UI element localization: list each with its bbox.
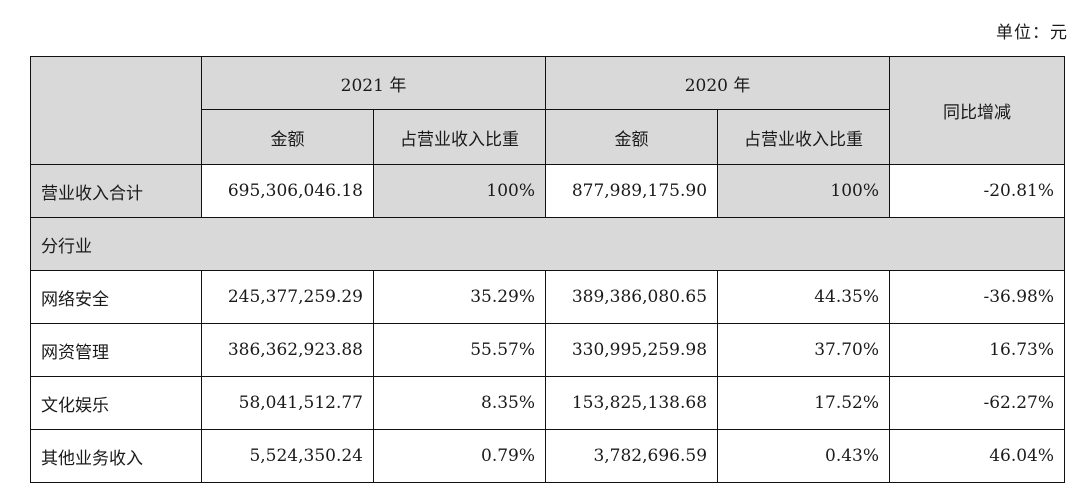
- cell-amount-2021: 695,306,046.18: [201, 164, 374, 218]
- cell-yoy: 46.04%: [889, 429, 1066, 483]
- cell-yoy: -20.81%: [889, 164, 1066, 218]
- header-ratio-2021: 占营业收入比重: [372, 109, 547, 165]
- header-amount-2020: 金额: [545, 109, 719, 165]
- section-label: 分行业: [29, 217, 1066, 271]
- cell-yoy: -62.27%: [889, 376, 1066, 430]
- table-row: 其他业务收入 5,524,350.24 0.79% 3,782,696.59 0…: [30, 429, 1066, 483]
- table-row-total: 营业收入合计 695,306,046.18 100% 877,989,175.9…: [30, 164, 1066, 218]
- table-row-section: 分行业: [29, 217, 1066, 271]
- cell-amount-2021: 245,377,259.29: [201, 270, 374, 324]
- cell-ratio-2021: 8.35%: [372, 376, 547, 430]
- cell-ratio-2020: 100%: [717, 164, 891, 218]
- cell-amount-2021: 58,041,512.77: [201, 376, 374, 430]
- revenue-table: 2021 年 2020 年 同比增减 金额 占营业收入比重 金额 占营业收入比重…: [29, 56, 1066, 483]
- cell-amount-2020: 153,825,138.68: [545, 376, 719, 430]
- row-label: 文化娱乐: [30, 376, 202, 430]
- cell-ratio-2021: 0.79%: [372, 429, 547, 483]
- header-row-years: 2021 年 2020 年 同比增减: [30, 56, 1066, 165]
- cell-ratio-2021: 55.57%: [372, 323, 547, 377]
- cell-amount-2020: 3,782,696.59: [545, 429, 719, 483]
- header-corner-cell: [30, 56, 202, 165]
- cell-ratio-2020: 37.70%: [717, 323, 891, 377]
- row-label: 网资管理: [30, 323, 202, 377]
- cell-amount-2020: 389,386,080.65: [545, 270, 719, 324]
- table-row: 网络安全 245,377,259.29 35.29% 389,386,080.6…: [30, 270, 1066, 324]
- cell-yoy: -36.98%: [889, 270, 1066, 324]
- cell-ratio-2021: 100%: [372, 164, 547, 218]
- row-label: 其他业务收入: [30, 429, 202, 483]
- cell-amount-2020: 877,989,175.90: [545, 164, 719, 218]
- header-amount-2021: 金额: [201, 109, 374, 165]
- cell-amount-2021: 5,524,350.24: [201, 429, 374, 483]
- header-yoy: 同比增减: [889, 56, 1066, 165]
- table-row: 文化娱乐 58,041,512.77 8.35% 153,825,138.68 …: [30, 376, 1066, 430]
- cell-yoy: 16.73%: [889, 323, 1066, 377]
- cell-ratio-2020: 44.35%: [717, 270, 891, 324]
- unit-label: 单位：元: [996, 23, 1068, 43]
- header-year-2020: 2020 年: [545, 56, 891, 110]
- row-label: 营业收入合计: [30, 164, 202, 218]
- cell-ratio-2020: 0.43%: [717, 429, 891, 483]
- row-label: 网络安全: [30, 270, 202, 324]
- header-year-2021: 2021 年: [200, 56, 547, 110]
- cell-ratio-2021: 35.29%: [372, 270, 547, 324]
- cell-amount-2021: 386,362,923.88: [201, 323, 374, 377]
- header-ratio-2020: 占营业收入比重: [717, 109, 891, 165]
- header-row-metrics: 金额 占营业收入比重 金额 占营业收入比重: [31, 109, 1065, 165]
- cell-amount-2020: 330,995,259.98: [545, 323, 719, 377]
- table-row: 网资管理 386,362,923.88 55.57% 330,995,259.9…: [30, 323, 1066, 377]
- cell-ratio-2020: 17.52%: [717, 376, 891, 430]
